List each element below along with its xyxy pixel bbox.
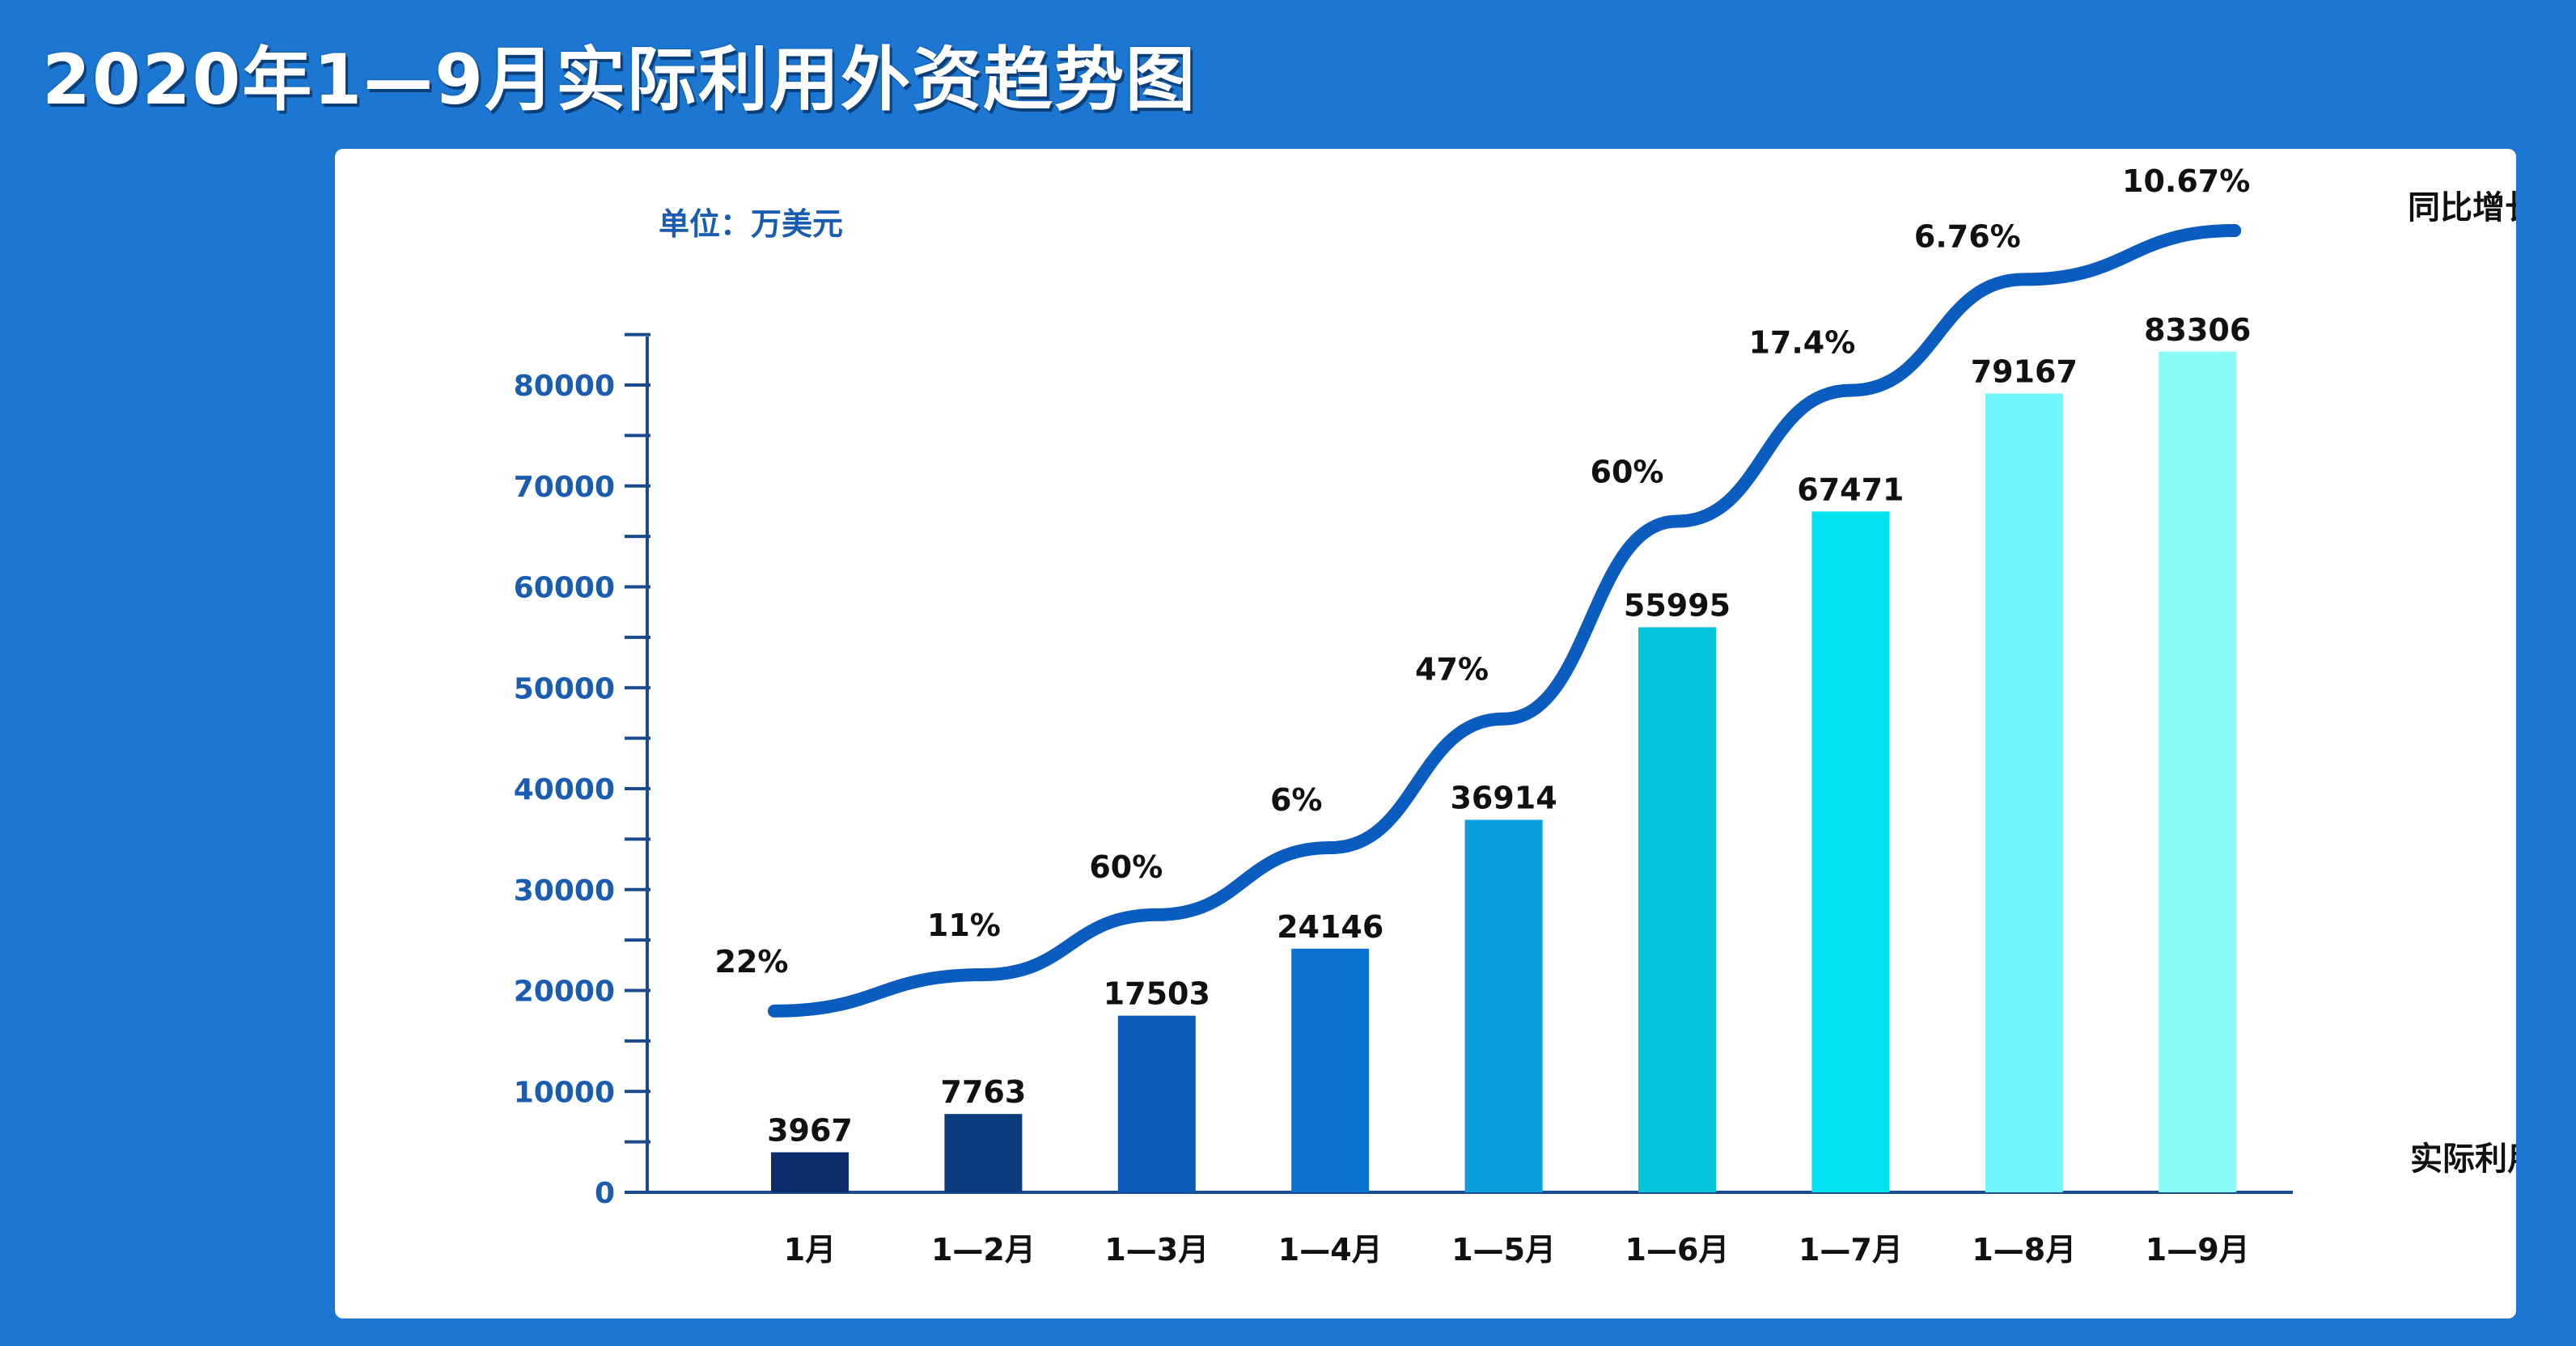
bar-value-label: 36914 [1450, 780, 1557, 815]
growth-value-label: 11% [927, 908, 1001, 943]
y-tick-label: 60000 [514, 572, 615, 605]
line-series-name: 同比增长 [2408, 189, 2516, 226]
growth-value-label: 60% [1591, 454, 1664, 489]
y-tick-label: 20000 [514, 976, 615, 1009]
growth-value-label: 22% [715, 944, 789, 980]
bar-value-label: 7763 [941, 1074, 1027, 1110]
x-tick-label: 1—3月 [1104, 1232, 1209, 1268]
bars [771, 351, 2237, 1193]
x-tick-label: 1—4月 [1278, 1232, 1383, 1268]
bar [1464, 819, 1543, 1192]
growth-line [768, 224, 2242, 1018]
y-tick-label: 70000 [514, 471, 615, 504]
page-title: 2020年1—9月实际利用外资趋势图 [42, 40, 1197, 121]
bar [1291, 948, 1370, 1192]
bar [1638, 627, 1716, 1192]
y-tick-label: 40000 [514, 773, 615, 806]
y-tick-label: 0 [595, 1177, 615, 1210]
chart: 单位：万美元 0 10000 20000 30000 40000 50000 60000 70… [514, 163, 2516, 1268]
growth-value-label: 47% [1415, 652, 1489, 688]
bar-value-label: 79167 [1971, 353, 2078, 389]
bar [771, 1152, 849, 1192]
y-tick-label: 30000 [514, 874, 615, 908]
x-tick-label: 1—6月 [1625, 1232, 1730, 1268]
growth-value-label: 6.76% [1914, 218, 2021, 254]
x-tick-label: 1—9月 [2146, 1232, 2250, 1268]
bar [1985, 393, 2063, 1192]
bar [1117, 1015, 1196, 1192]
x-tick-label: 1月 [784, 1232, 836, 1268]
bar-value-label: 83306 [2144, 312, 2251, 348]
y-axis: 0 10000 20000 30000 40000 50000 60000 70000 8000… [514, 332, 650, 1210]
bar-value-label: 3967 [767, 1113, 853, 1149]
legend: 同比增长实际利用外资额 [2408, 189, 2516, 1178]
chart-panel: 单位：万美元 0 10000 20000 30000 40000 50000 60000 70… [335, 149, 2516, 1318]
bar [1811, 511, 1890, 1192]
bar-value-label: 17503 [1104, 976, 1210, 1012]
y-tick-label: 10000 [514, 1076, 615, 1109]
x-axis: 1月 1—2月 1—3月 1—4月 1—5月 1—6月 1—7月 1—8月 1—9月 [646, 1191, 2293, 1268]
growth-value-label: 10.67% [2122, 163, 2250, 199]
x-tick-label: 1—2月 [931, 1232, 1036, 1268]
y-tick-label: 80000 [514, 370, 615, 403]
x-tick-label: 1—8月 [1972, 1232, 2076, 1268]
x-tick-label: 1—7月 [1799, 1232, 1903, 1268]
growth-value-label: 17.4% [1748, 325, 1855, 361]
growth-labels: 22% 11% 60% 6% 47% 60% 17.4% 6.76% 10.67% [715, 163, 2251, 980]
bar [944, 1114, 1023, 1192]
bar-value-label: 55995 [1624, 587, 1731, 623]
growth-line-path [768, 224, 2242, 1018]
bar-series-name: 实际利用外资额 [2410, 1141, 2516, 1178]
y-tick-label: 50000 [514, 672, 615, 705]
growth-value-label: 6% [1270, 782, 1323, 818]
growth-value-label: 60% [1089, 849, 1163, 885]
unit-label: 单位：万美元 [659, 206, 843, 242]
bar [2159, 351, 2237, 1193]
bar-value-label: 24146 [1277, 909, 1383, 945]
bar-labels: 3967 7763 17503 24146 36914 55995 67471 79167 83… [767, 312, 2251, 1149]
bar-value-label: 67471 [1797, 472, 1904, 507]
x-tick-label: 1—5月 [1451, 1232, 1556, 1268]
